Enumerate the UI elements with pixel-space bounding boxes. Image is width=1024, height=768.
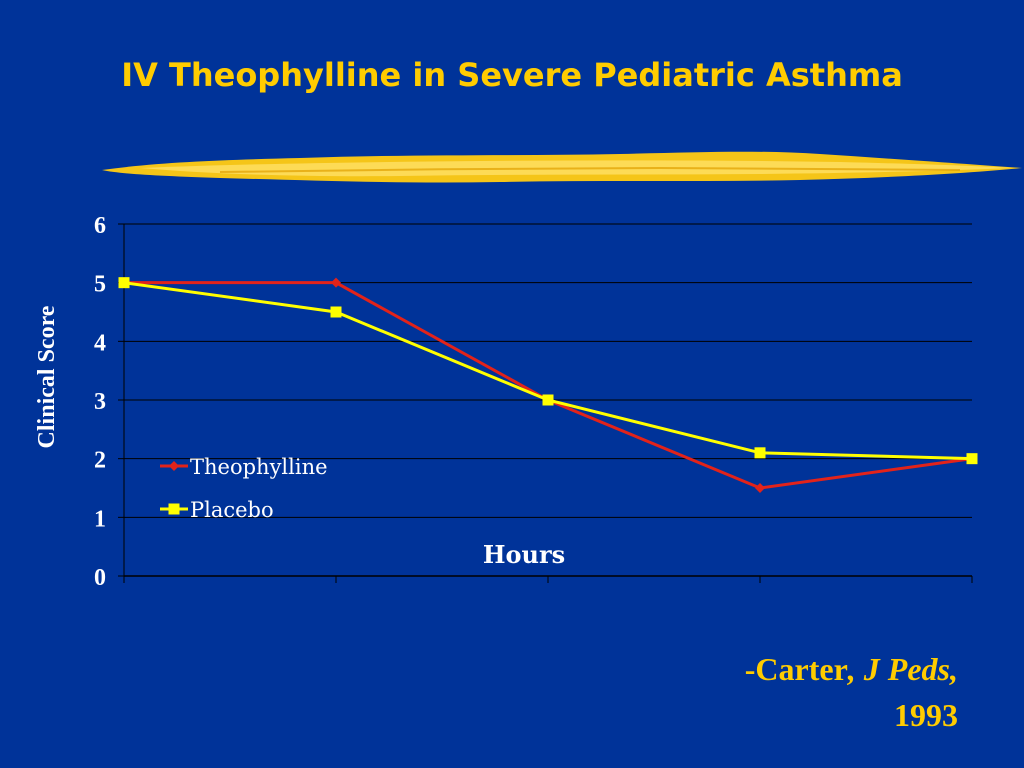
axes: 0 1 2 3 4 5 6 <box>94 213 973 591</box>
y-axis-label: Clinical Score <box>34 305 60 448</box>
y-tick-label: 5 <box>94 272 106 298</box>
y-tick-label: 4 <box>94 330 106 356</box>
data-point-placebo <box>966 453 978 465</box>
series <box>118 277 978 493</box>
y-tick-label: 6 <box>94 213 106 239</box>
series-line-placebo <box>123 281 973 461</box>
data-point-placebo <box>542 394 554 406</box>
legend-label-placebo: Placebo <box>190 498 274 522</box>
citation-journal: , J Peds, <box>847 651 958 687</box>
slide-title: IV Theophylline in Severe Pediatric Asth… <box>121 56 903 94</box>
data-point-legend-placebo <box>168 503 180 515</box>
y-tick-label: 2 <box>94 448 106 474</box>
title-underline-brushstroke <box>102 151 1022 183</box>
data-point-placebo <box>118 277 130 289</box>
data-point-placebo <box>754 447 766 459</box>
y-tick-label: 1 <box>94 506 106 532</box>
y-tick-label: 0 <box>94 565 106 591</box>
data-point-theophylline <box>331 277 341 288</box>
citation: -Carter, J Peds, 1993 <box>745 646 958 738</box>
y-tick-label: 3 <box>94 389 106 415</box>
legend: Theophylline Placebo <box>160 455 328 522</box>
legend-label-theophylline: Theophylline <box>190 455 328 479</box>
data-point-legend-theophylline <box>169 461 179 471</box>
data-point-placebo <box>330 306 342 318</box>
citation-author: -Carter <box>744 651 848 687</box>
data-point-theophylline <box>755 483 765 493</box>
citation-year: 1993 <box>894 697 958 733</box>
x-axis-label: Hours <box>483 540 565 569</box>
